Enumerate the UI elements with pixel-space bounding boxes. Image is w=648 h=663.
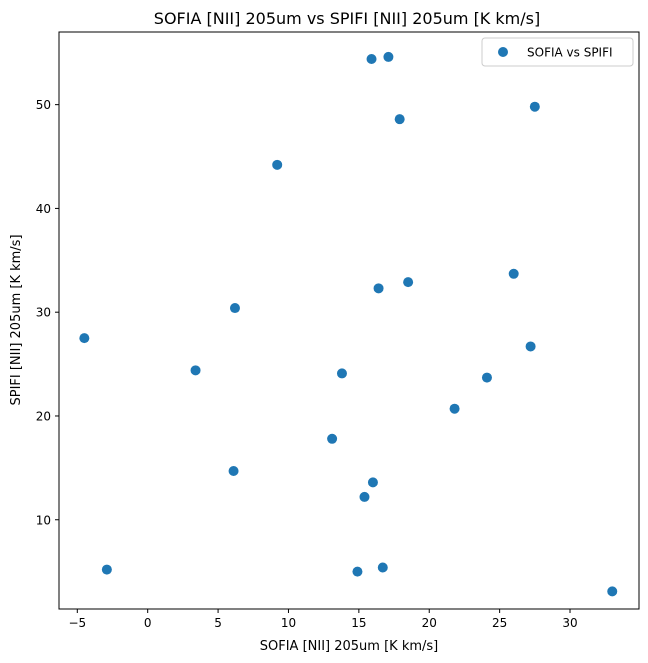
data-point bbox=[228, 465, 239, 476]
x-tick-label: −5 bbox=[68, 616, 86, 630]
data-point bbox=[373, 283, 384, 294]
data-point bbox=[481, 372, 492, 383]
data-point bbox=[525, 341, 536, 352]
plot-area bbox=[58, 31, 640, 610]
x-tick-label: 20 bbox=[422, 616, 437, 630]
x-tick-label: 5 bbox=[214, 616, 222, 630]
data-point bbox=[359, 491, 370, 502]
y-tick-label: 40 bbox=[36, 202, 51, 216]
data-points bbox=[79, 51, 618, 597]
y-axis-ticks: 10 20 30 40 50 bbox=[36, 98, 59, 527]
legend-marker bbox=[498, 47, 508, 57]
data-point bbox=[607, 586, 618, 597]
y-tick-label: 50 bbox=[36, 98, 51, 112]
legend: SOFIA vs SPIFI bbox=[481, 37, 634, 67]
x-axis-label: SOFIA [NII] 205um [K km/s] bbox=[260, 639, 438, 654]
data-point bbox=[366, 53, 377, 64]
data-point bbox=[272, 159, 283, 170]
chart-title: SOFIA [NII] 205um vs SPIFI [NII] 205um [… bbox=[154, 9, 540, 28]
legend-box bbox=[481, 37, 634, 67]
data-point bbox=[229, 303, 240, 314]
y-axis-label: SPIFI [NII] 205um [K km/s] bbox=[9, 234, 24, 405]
data-point bbox=[394, 114, 405, 125]
data-point bbox=[377, 562, 388, 573]
data-point bbox=[383, 51, 394, 62]
x-tick-label: 10 bbox=[281, 616, 296, 630]
y-tick-label: 30 bbox=[36, 306, 51, 320]
data-point bbox=[327, 433, 338, 444]
x-tick-label: 15 bbox=[351, 616, 366, 630]
data-point bbox=[367, 477, 378, 488]
y-tick-label: 10 bbox=[36, 513, 51, 527]
data-point bbox=[449, 403, 460, 414]
y-tick-label: 20 bbox=[36, 409, 51, 423]
x-tick-label: 30 bbox=[562, 616, 577, 630]
data-point bbox=[101, 564, 112, 575]
data-point bbox=[79, 333, 90, 344]
x-tick-label: 0 bbox=[144, 616, 152, 630]
data-point bbox=[508, 268, 519, 279]
data-point bbox=[529, 101, 540, 112]
data-point bbox=[336, 368, 347, 379]
legend-label: SOFIA vs SPIFI bbox=[527, 46, 613, 60]
data-point bbox=[190, 365, 201, 376]
x-axis-ticks: −5 0 5 10 15 20 25 30 bbox=[68, 609, 578, 630]
data-point bbox=[403, 277, 414, 288]
data-point bbox=[352, 566, 363, 577]
x-tick-label: 25 bbox=[492, 616, 507, 630]
